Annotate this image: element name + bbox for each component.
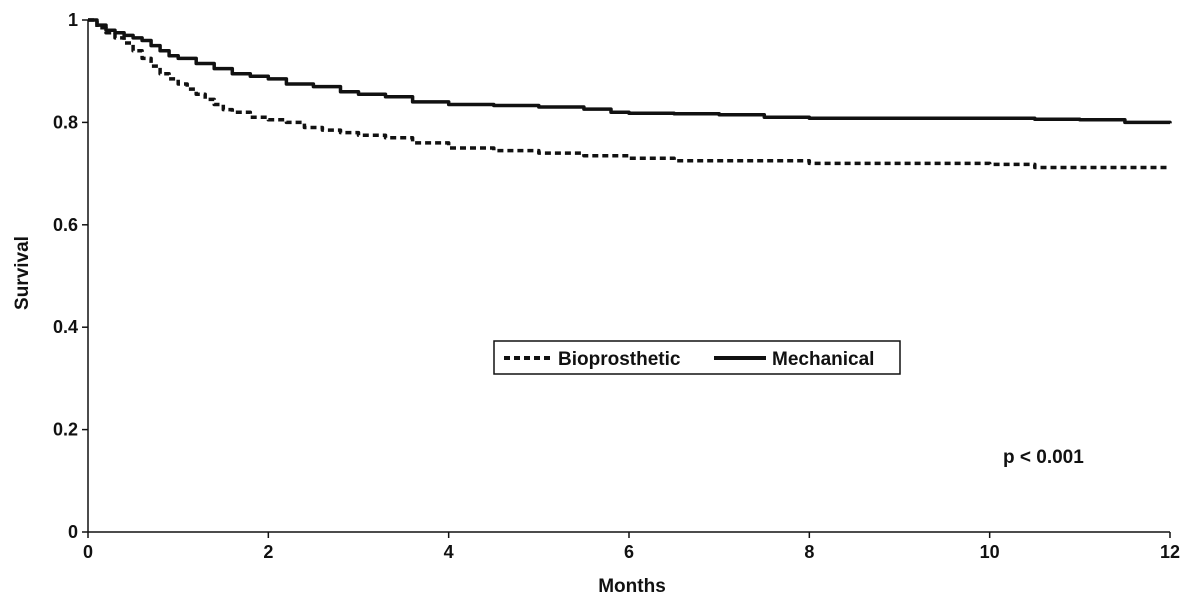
x-tick-label: 6 xyxy=(624,542,634,562)
y-axis-label: Survival xyxy=(12,236,33,310)
x-tick-label: 12 xyxy=(1160,542,1180,562)
legend-label-mechanical: Mechanical xyxy=(772,349,874,370)
x-tick-label: 8 xyxy=(804,542,814,562)
series-layer xyxy=(88,18,1172,170)
x-tick-label: 4 xyxy=(444,542,454,562)
tick-labels: 00.20.40.60.810 2 4 6 8 10 12 xyxy=(53,10,1180,562)
tick-marks xyxy=(82,19,1171,538)
x-tick-label: 2 xyxy=(263,542,273,562)
y-tick-label: 0.8 xyxy=(53,112,78,132)
series-line-bioprosthetic xyxy=(88,18,1170,170)
legend-label-bioprosthetic: Bioprosthetic xyxy=(558,349,681,370)
x-tick-label: 10 xyxy=(980,542,1000,562)
y-tick-label: 0.2 xyxy=(53,420,78,440)
y-tick-label: 0 xyxy=(68,522,78,542)
y-tick-label: 0.4 xyxy=(53,317,78,337)
x-axis-label: Months xyxy=(598,576,666,597)
legend-box xyxy=(493,340,901,375)
series-line-mechanical xyxy=(88,18,1172,125)
x-tick-label: 0 xyxy=(83,542,93,562)
legend: Bioprosthetic Mechanical xyxy=(493,340,901,375)
y-tick-label: 0.6 xyxy=(53,215,78,235)
y-tick-label: 1 xyxy=(68,10,78,30)
p-value-annotation: p < 0.001 xyxy=(1003,447,1084,468)
